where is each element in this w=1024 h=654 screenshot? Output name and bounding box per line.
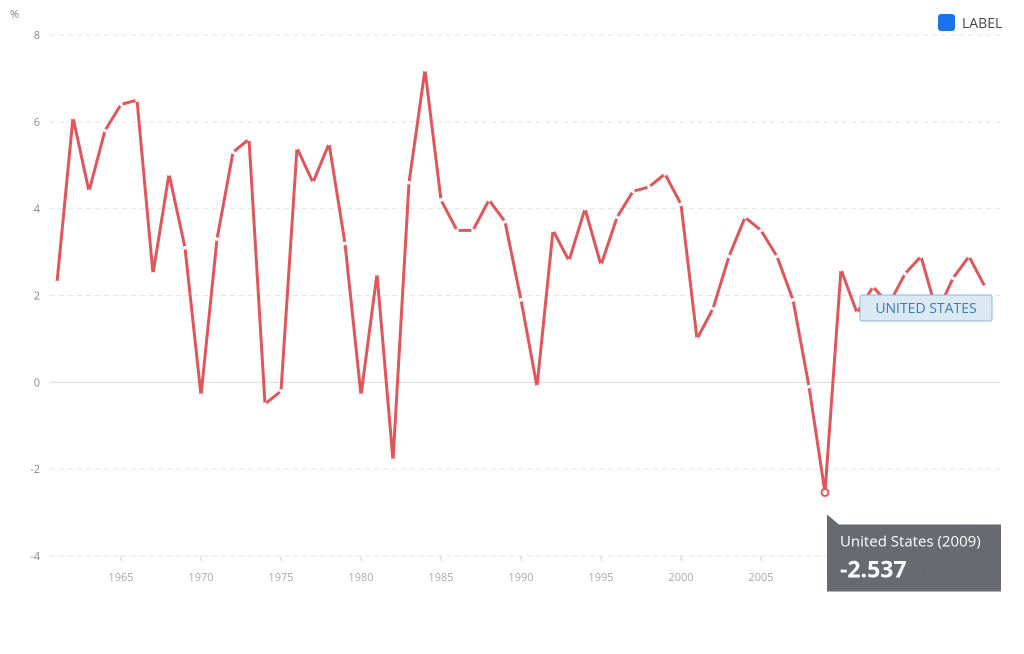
point xyxy=(119,102,123,107)
x-tick-label: 1980 xyxy=(348,570,373,585)
point xyxy=(311,180,315,185)
point xyxy=(567,258,571,263)
point xyxy=(471,228,475,233)
point xyxy=(711,306,715,311)
point xyxy=(855,311,859,315)
point xyxy=(951,276,955,280)
x-tick-label: 1995 xyxy=(588,570,613,585)
point xyxy=(295,146,299,150)
x-tick-label: 1965 xyxy=(108,570,133,585)
point xyxy=(551,228,555,233)
point xyxy=(727,254,731,259)
point xyxy=(359,393,363,398)
point xyxy=(791,298,795,302)
point xyxy=(167,172,171,176)
x-tick-label: 1975 xyxy=(268,570,293,585)
point xyxy=(983,285,987,289)
checkbox-label[interactable]: LABEL xyxy=(962,14,1002,33)
x-tick-label: 1970 xyxy=(188,570,213,585)
y-tick-label: 4 xyxy=(34,202,41,217)
point xyxy=(87,189,91,194)
point xyxy=(391,458,395,463)
y-tick-label: 2 xyxy=(34,289,40,304)
point xyxy=(215,237,219,241)
series-line xyxy=(55,68,987,494)
point xyxy=(679,202,683,207)
point xyxy=(343,241,347,246)
y-tick-label: 6 xyxy=(34,115,40,130)
tooltip xyxy=(827,514,1001,592)
y-tick-label: 8 xyxy=(34,28,40,43)
point xyxy=(775,254,779,259)
point xyxy=(247,137,251,141)
point xyxy=(647,185,651,189)
point xyxy=(919,254,923,259)
point xyxy=(327,141,331,146)
point xyxy=(839,267,843,272)
x-tick-label: 1990 xyxy=(508,570,533,585)
point xyxy=(71,115,75,120)
point xyxy=(631,189,635,194)
tooltip-title: United States (2009) xyxy=(840,531,981,551)
point xyxy=(375,271,379,276)
point xyxy=(199,393,203,398)
point xyxy=(439,198,443,202)
point xyxy=(807,384,811,389)
point xyxy=(279,389,283,393)
tooltip-value: -2.537 xyxy=(840,552,907,584)
point xyxy=(535,384,539,389)
point xyxy=(151,271,155,276)
point xyxy=(695,337,699,341)
point xyxy=(871,285,875,289)
point xyxy=(759,228,763,233)
point xyxy=(583,206,587,211)
label-checkbox[interactable] xyxy=(938,14,955,31)
point xyxy=(103,128,107,133)
y-tick-label: -2 xyxy=(30,462,40,477)
point xyxy=(615,215,619,220)
point xyxy=(519,298,523,302)
point xyxy=(135,98,139,102)
point xyxy=(967,254,971,259)
point xyxy=(423,67,427,72)
point xyxy=(407,180,411,185)
point xyxy=(263,402,267,406)
point xyxy=(455,228,459,233)
y-unit: % xyxy=(10,7,19,22)
point xyxy=(503,219,507,224)
point xyxy=(55,280,59,285)
point xyxy=(743,215,747,220)
y-tick-label: -4 xyxy=(30,549,41,564)
point xyxy=(599,263,603,267)
point xyxy=(663,172,667,176)
highlight-point xyxy=(820,487,830,497)
series-label-box xyxy=(859,294,993,322)
point xyxy=(903,271,907,276)
x-tick-label: 2000 xyxy=(668,570,693,585)
x-tick-label: 1985 xyxy=(428,570,453,585)
series-label: UNITED STATES xyxy=(875,299,976,318)
x-tick-label: 2005 xyxy=(748,570,773,585)
y-tick-label: 0 xyxy=(34,375,40,390)
point xyxy=(231,150,235,155)
point xyxy=(183,245,187,250)
point xyxy=(487,198,491,202)
